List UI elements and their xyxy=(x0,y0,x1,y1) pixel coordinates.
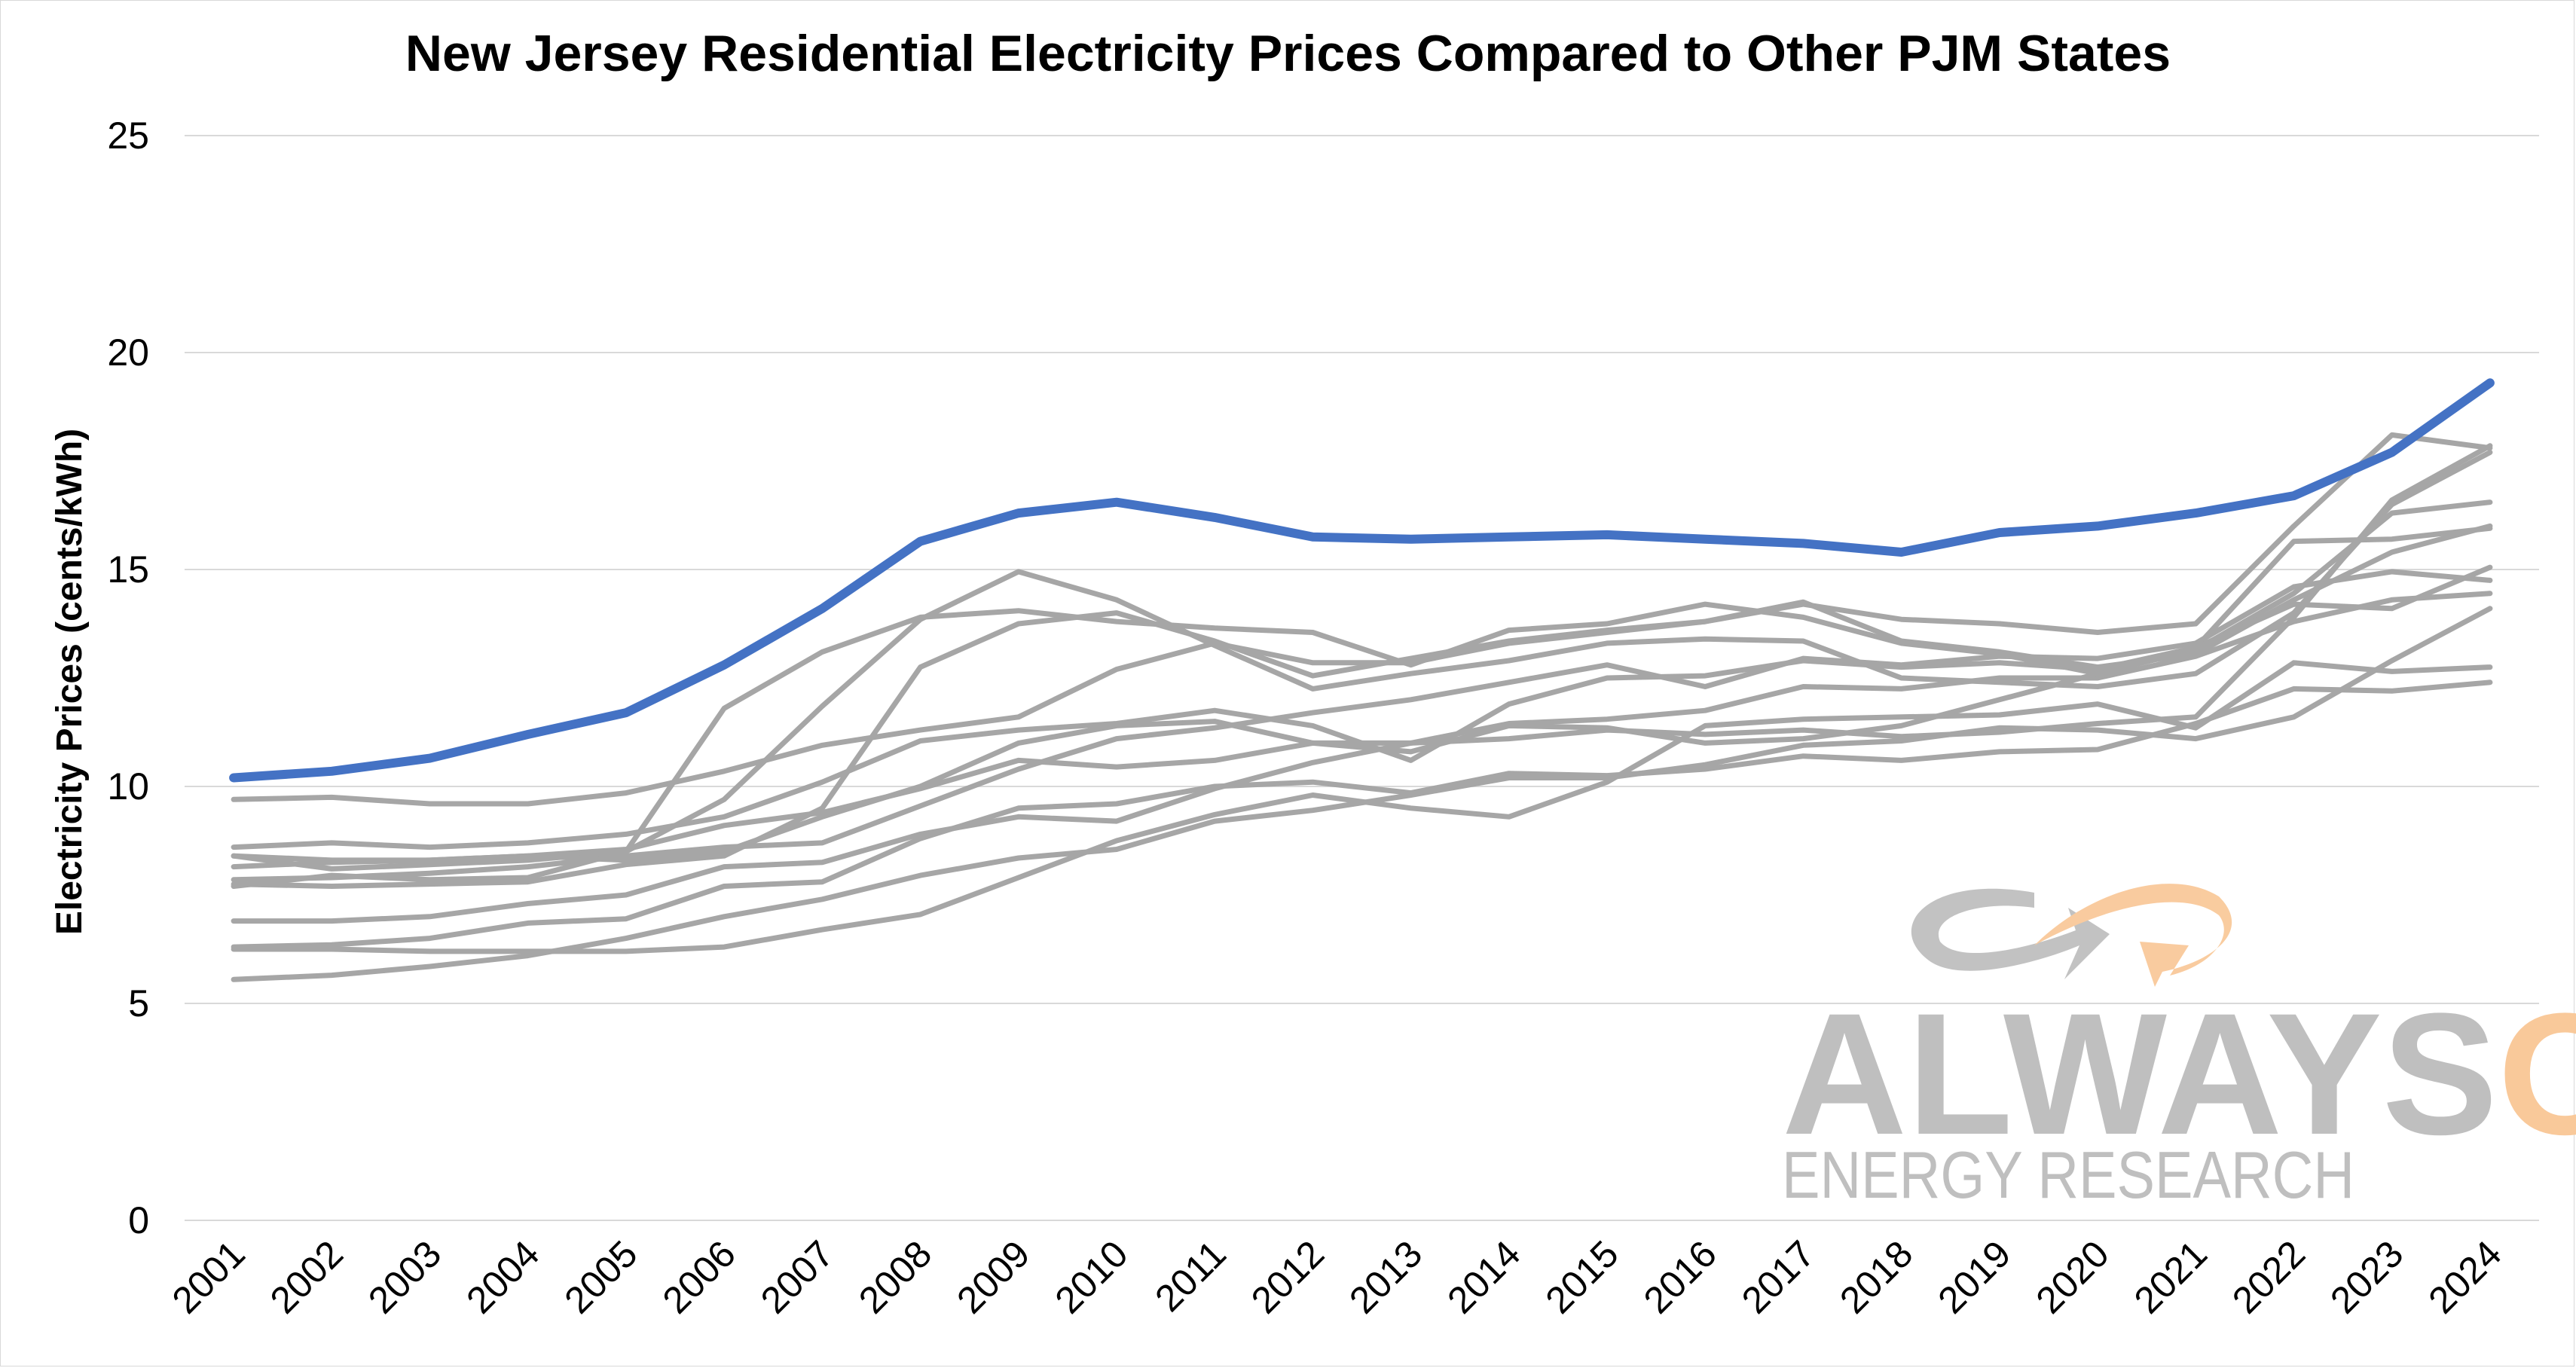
y-tick-label: 15 xyxy=(107,548,149,591)
series-line-other-state xyxy=(231,679,2493,950)
y-tick-label: 5 xyxy=(128,982,149,1024)
series-line-new-jersey xyxy=(229,378,2495,783)
series-line-other-state xyxy=(231,606,2493,982)
swirl-arrows-icon xyxy=(1911,884,2232,987)
series-line-other-state xyxy=(231,523,2493,889)
y-axis-ticks: 0 5 10 15 20 25 xyxy=(107,115,149,1241)
series-lines xyxy=(229,378,2495,982)
chart-title: New Jersey Residential Electricity Price… xyxy=(405,25,2171,82)
logo-wordmark: ALWAYSON xyxy=(1782,977,2576,1171)
series-line-other-state xyxy=(231,432,2493,807)
series-line-other-state xyxy=(231,591,2493,924)
y-tick-label: 25 xyxy=(107,115,149,157)
y-tick-label: 0 xyxy=(128,1199,149,1241)
y-axis-title: Electricity Prices (cents/kWh) xyxy=(50,429,90,935)
y-tick-label: 20 xyxy=(107,331,149,374)
series-line-other-state xyxy=(231,564,2493,863)
y-tick-label: 10 xyxy=(107,765,149,808)
series-line-other-state xyxy=(231,443,2493,870)
logo-subtitle: ENERGY RESEARCH xyxy=(1782,1137,2354,1212)
